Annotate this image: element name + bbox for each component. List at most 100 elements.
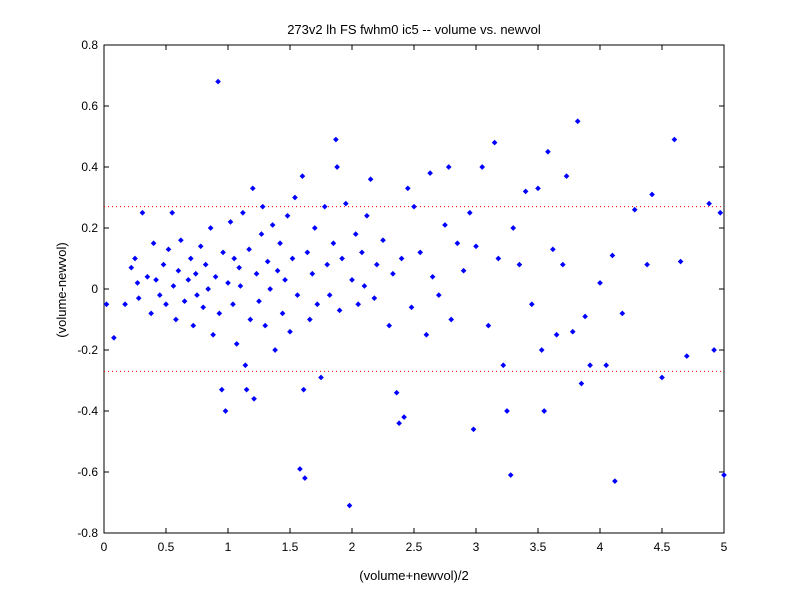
data-point <box>349 277 355 283</box>
data-point <box>706 200 712 207</box>
data-point <box>612 478 618 484</box>
data-point <box>304 249 311 256</box>
data-point <box>262 322 269 329</box>
x-tick-label: 2 <box>349 540 356 554</box>
data-point <box>522 188 529 195</box>
data-point <box>233 341 240 347</box>
data-point <box>282 277 288 283</box>
y-tick-label: 0.2 <box>81 221 98 235</box>
data-point <box>603 362 610 369</box>
data-point <box>194 292 200 298</box>
data-point <box>361 283 368 289</box>
data-point <box>659 374 665 381</box>
x-tick-label: 0 <box>101 540 108 554</box>
data-point <box>408 304 415 311</box>
data-point <box>597 280 603 286</box>
data-point <box>473 243 479 250</box>
x-tick-label: 3.5 <box>530 540 547 554</box>
data-point <box>677 258 684 265</box>
x-tick-label: 2.5 <box>406 540 423 554</box>
data-point <box>122 301 128 308</box>
data-point <box>269 222 276 228</box>
data-point <box>442 222 448 228</box>
data-point <box>411 203 417 210</box>
plot-area: 0 0.5 1 1.5 2 2.5 3 3.5 4 4.5 5 -0.8 -0.6 -0.4 -0.2 0 0.… <box>77 38 727 554</box>
data-point <box>249 185 256 192</box>
data-point <box>460 267 467 274</box>
y-tick-label: 0.4 <box>81 160 98 174</box>
data-point <box>267 286 273 292</box>
data-point <box>259 203 266 210</box>
data-point <box>212 273 219 280</box>
data-point <box>297 466 303 472</box>
data-point <box>393 389 400 396</box>
data-point <box>330 240 337 247</box>
data-point <box>333 136 339 143</box>
data-point <box>396 420 402 427</box>
data-point <box>324 261 331 268</box>
x-tick-label: 1 <box>225 540 232 554</box>
data-point <box>371 295 378 301</box>
data-point <box>128 264 135 271</box>
data-point <box>364 212 370 219</box>
data-point <box>272 347 278 353</box>
data-point <box>227 219 234 225</box>
data-point <box>578 380 585 387</box>
data-point <box>495 255 502 262</box>
data-point <box>429 273 436 280</box>
data-point <box>170 283 177 289</box>
data-point <box>202 261 209 268</box>
data-point <box>134 280 141 286</box>
data-point <box>150 240 157 247</box>
y-tick-label: 0.8 <box>81 38 98 52</box>
x-tick-label: 4 <box>597 540 604 554</box>
data-point <box>165 246 172 253</box>
data-point <box>470 426 477 433</box>
data-point <box>220 249 226 256</box>
data-point <box>314 301 321 308</box>
x-axis-title: (volume+newvol)/2 <box>359 568 468 583</box>
data-point <box>294 292 301 298</box>
data-point <box>103 301 110 308</box>
data-point <box>479 164 486 170</box>
data-point <box>160 261 167 268</box>
data-point <box>311 225 318 231</box>
data-point <box>346 502 353 509</box>
data-point <box>559 261 566 268</box>
data-point <box>516 261 523 268</box>
data-point <box>711 347 717 353</box>
data-point <box>218 386 225 393</box>
data-point <box>550 246 556 253</box>
data-point <box>274 267 281 274</box>
data-point <box>187 255 194 262</box>
data-point <box>373 261 380 268</box>
data-point <box>169 209 176 216</box>
data-point <box>485 322 492 329</box>
data-point <box>683 353 690 359</box>
data-point <box>185 277 192 283</box>
data-point <box>302 475 308 481</box>
data-point <box>390 270 396 277</box>
data-point <box>132 255 138 262</box>
data-point <box>135 295 142 301</box>
data-point <box>222 408 229 414</box>
data-point <box>386 322 393 329</box>
data-point <box>215 78 221 85</box>
data-point <box>574 118 581 125</box>
data-point <box>247 316 254 323</box>
data-point <box>466 209 473 216</box>
y-tick-label: -0.4 <box>77 404 98 418</box>
data-point <box>563 173 570 179</box>
data-point <box>448 316 455 323</box>
data-point <box>156 292 163 298</box>
data-point <box>380 237 386 244</box>
x-tick-label: 4.5 <box>654 540 671 554</box>
data-point <box>398 255 405 262</box>
data-point <box>163 301 169 308</box>
data-point <box>111 334 117 341</box>
data-point <box>210 331 216 338</box>
data-point <box>553 331 560 338</box>
y-tick-label: 0 <box>91 282 98 296</box>
data-point <box>342 200 349 207</box>
